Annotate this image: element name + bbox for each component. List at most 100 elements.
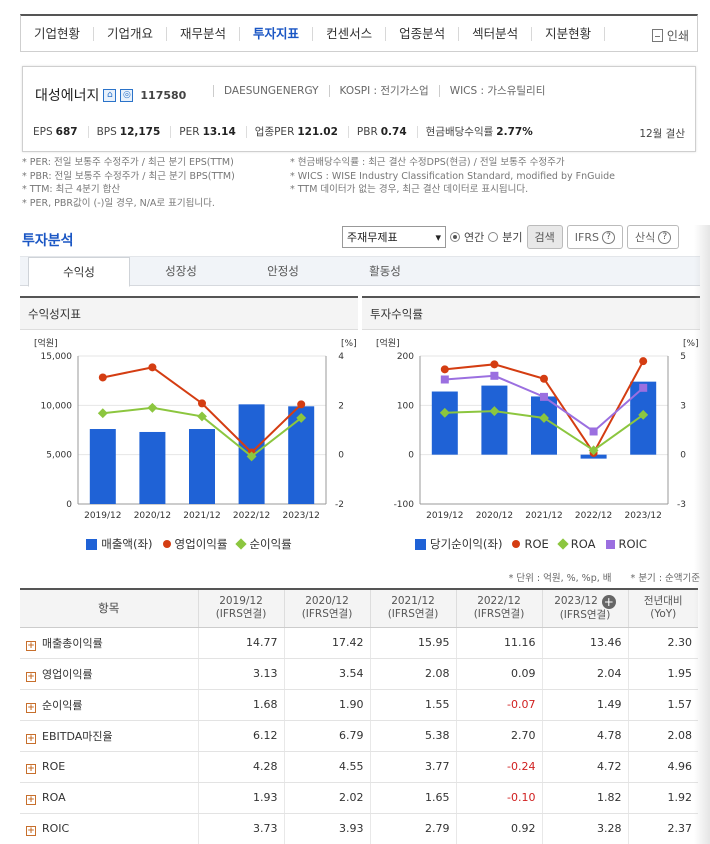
chart-title: 수익성지표: [20, 298, 358, 330]
header-yoy: 전년대비 (YoY): [627, 589, 698, 628]
row-label-cell[interactable]: + 순이익률: [20, 689, 198, 721]
row-label-cell[interactable]: + 매출총이익률: [20, 627, 198, 659]
ifrs-button[interactable]: IFRS?: [566, 225, 623, 249]
help-icon: ?: [601, 230, 615, 244]
company-info-box: 대성에너지 ⌂ ◎ 117580 DAESUNGENERGY KOSPI : 전…: [22, 66, 696, 152]
legend-marker: [512, 540, 521, 548]
y2-tick-label: 4: [338, 352, 344, 362]
tab-activity[interactable]: 활동성: [369, 264, 401, 278]
stat-bps: BPS 12,175: [97, 126, 172, 138]
filter-controls: 주재무제표 ▾ 연간 분기 검색 IFRS? 산식?: [342, 225, 680, 249]
nav-item-company-status[interactable]: 기업현황: [21, 26, 95, 41]
row-label-cell[interactable]: + ROA: [20, 782, 198, 814]
header-2021: 2021/12 (IFRS연결): [369, 589, 456, 628]
expand-icon[interactable]: +: [26, 763, 36, 774]
expand-columns-icon[interactable]: +: [601, 594, 616, 609]
legend-item[interactable]: 매출액(좌): [86, 536, 153, 552]
expand-icon[interactable]: +: [26, 640, 36, 651]
stat-per: PER 13.14: [179, 126, 247, 138]
row-label-cell[interactable]: + ROIC: [20, 813, 198, 844]
footnote: * PER: 전일 보통주 수정주가 / 최근 분기 EPS(TTM): [22, 157, 234, 168]
data-point: [539, 413, 549, 423]
footnote: * 현금배당수익률 : 최근 결산 수정DPS(현금) / 전일 보통주 수정주…: [290, 157, 565, 168]
y2-axis-unit: [%]: [683, 339, 699, 349]
y-axis-unit: [억원]: [376, 337, 400, 349]
data-point: [589, 427, 598, 436]
data-point: [148, 363, 157, 372]
footnote: * TTM 데이터가 없는 경우, 최근 결산 데이터로 표시됩니다.: [290, 184, 529, 195]
nav-item-sector-analysis[interactable]: 섹터분석: [459, 26, 533, 41]
data-point: [639, 383, 648, 392]
footnote: * WICS : WISE Industry Classification St…: [290, 170, 616, 182]
expand-icon[interactable]: +: [26, 794, 36, 805]
table-cell: 15.95: [369, 627, 456, 659]
table-cell: 2.30: [627, 627, 698, 659]
data-point: [197, 411, 207, 422]
expand-icon[interactable]: +: [26, 702, 36, 713]
tab-profitability[interactable]: 수익성: [28, 257, 130, 287]
expand-icon[interactable]: +: [26, 825, 36, 836]
return-chart: [억원] [%] 200 100 0 -100 5 3 0 -3 2019/12 2020/12 202…: [376, 337, 699, 521]
legend-item[interactable]: ROIC: [605, 537, 647, 551]
home-icon[interactable]: ⌂: [103, 88, 117, 102]
table-cell: 3.28: [541, 813, 628, 844]
footnotes-right: * 현금배당수익률 : 최근 결산 수정DPS(현금) / 전일 보통주 수정주…: [290, 156, 700, 197]
legend-item[interactable]: 영업이익률: [162, 536, 227, 552]
table-cell: 2.02: [283, 782, 370, 814]
row-label-cell[interactable]: + EBITDA마진율: [20, 720, 198, 752]
analysis-tabs: 수익성 성장성 안정성 활동성: [20, 256, 700, 287]
legend-label: ROE: [524, 537, 549, 551]
expand-icon[interactable]: +: [26, 733, 36, 744]
footnote: * PER, PBR값이 (-)일 경우, N/A로 표기됩니다.: [22, 197, 215, 209]
nav-item-shareholding[interactable]: 지분현황: [532, 26, 606, 41]
table-cell: 2.04: [541, 658, 628, 690]
data-point: [440, 365, 449, 374]
tab-stability[interactable]: 안정성: [267, 264, 299, 278]
row-label-cell[interactable]: + ROE: [20, 751, 198, 783]
x-tick-label: 2023/12: [625, 511, 662, 521]
formula-button[interactable]: 산식?: [626, 225, 680, 249]
table-cell: 0.09: [455, 658, 542, 690]
bar: [189, 429, 215, 504]
company-stats: EPS 687 BPS 12,175 PER 13.14 업종PER 121.02 PB…: [33, 126, 685, 138]
radio-annual-label: 연간: [464, 231, 485, 244]
table-cell: 3.77: [369, 751, 456, 783]
data-point: [540, 392, 548, 401]
nav-item-industry-analysis[interactable]: 업종분석: [386, 26, 460, 41]
table-cell: 2.70: [455, 720, 542, 752]
radio-quarter[interactable]: [488, 232, 499, 242]
x-tick-label: 2020/12: [134, 511, 171, 521]
table-cell: 17.42: [283, 627, 370, 659]
company-name: 대성에너지: [35, 88, 100, 104]
row-label-cell[interactable]: + 영업이익률: [20, 658, 198, 690]
expand-icon[interactable]: +: [26, 671, 36, 682]
y-tick-label: 10,000: [41, 401, 73, 411]
print-button[interactable]: 인쇄: [651, 27, 689, 44]
chart-legend: 당기순이익(좌) ROE ROA ROIC: [362, 536, 700, 552]
legend-item[interactable]: 순이익률: [235, 536, 292, 552]
nav-item-company-overview[interactable]: 기업개요: [94, 26, 168, 41]
bar: [531, 396, 557, 455]
nav-item-investment-indicators[interactable]: 투자지표: [240, 26, 314, 41]
nav-item-financial-analysis[interactable]: 재무분석: [167, 26, 241, 41]
table-cell: 1.55: [369, 689, 456, 721]
search-button[interactable]: 검색: [526, 225, 563, 249]
table-cell: 1.65: [369, 782, 456, 814]
legend-item[interactable]: ROE: [512, 537, 549, 551]
table-cell: 3.13: [197, 658, 284, 690]
row-label: 순이익률: [42, 698, 83, 712]
help-icon: ?: [658, 230, 672, 244]
x-tick-label: 2023/12: [283, 511, 320, 521]
table-cell: 1.95: [627, 658, 698, 690]
disclosure-icon[interactable]: ◎: [120, 88, 134, 102]
nav-item-consensus[interactable]: 컨센서스: [313, 26, 387, 41]
statement-select[interactable]: 주재무제표 ▾: [342, 226, 446, 248]
table-cell: 3.73: [197, 813, 284, 844]
data-point: [297, 400, 306, 409]
radio-annual[interactable]: [450, 232, 460, 242]
table-cell: 2.08: [627, 720, 698, 752]
tab-growth[interactable]: 성장성: [165, 264, 197, 278]
y-tick-label: -100: [394, 500, 415, 510]
legend-item[interactable]: 당기순이익(좌): [415, 536, 502, 552]
legend-item[interactable]: ROA: [557, 537, 596, 551]
